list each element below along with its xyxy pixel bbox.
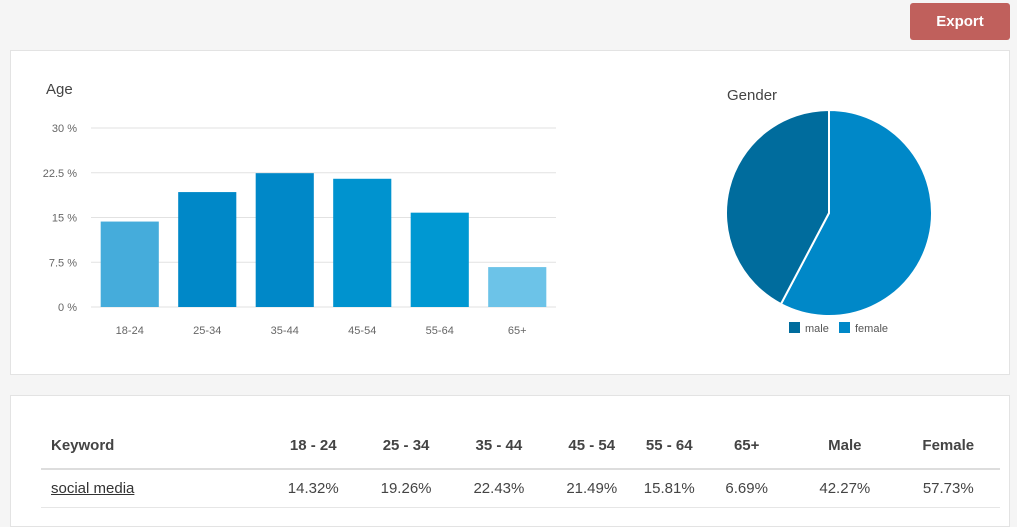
y-tick-label: 0 % — [58, 302, 77, 314]
table-cell-25-34: 19.26% — [359, 469, 453, 508]
bar-55-64[interactable] — [410, 212, 469, 307]
y-tick-label: 22.5 % — [43, 168, 77, 180]
table-cell-65plus: 6.69% — [700, 469, 794, 508]
age-bar-chart: 30 % 22.5 % 15 % 7.5 % 0 % 18-24 25-34 35-44 45-… — [43, 123, 556, 337]
keyword-link[interactable]: social media — [51, 480, 135, 497]
column-header-male[interactable]: Male — [793, 410, 897, 470]
legend-label-female[interactable]: female — [855, 323, 888, 335]
column-header-female[interactable]: Female — [896, 410, 1000, 470]
legend-label-male[interactable]: male — [805, 323, 829, 335]
export-button[interactable]: Export — [910, 3, 1010, 40]
x-tick-label: 25-34 — [193, 325, 221, 337]
table-cell-45-54: 21.49% — [545, 469, 639, 508]
column-header-45-54[interactable]: 45 - 54 — [545, 410, 639, 470]
bar-45-54[interactable] — [333, 178, 392, 307]
age-chart-title: Age — [46, 81, 73, 98]
x-tick-label: 65+ — [508, 325, 527, 337]
keyword-cell: social media — [41, 469, 267, 508]
keyword-table: Keyword 18 - 24 25 - 34 35 - 44 45 - 54 … — [41, 410, 1000, 508]
y-tick-label: 7.5 % — [49, 257, 77, 269]
table-cell-35-44: 22.43% — [452, 469, 546, 508]
y-tick-label: 30 % — [52, 123, 77, 135]
table-cell-55-64: 15.81% — [638, 469, 701, 508]
keyword-table-card: Keyword 18 - 24 25 - 34 35 - 44 45 - 54 … — [10, 395, 1010, 527]
charts-card: Age 30 % 22.5 % 15 % 7.5 % 0 % 18-24 25-34 35-4… — [10, 50, 1010, 375]
column-header-55-64[interactable]: 55 - 64 — [638, 410, 701, 470]
x-tick-label: 35-44 — [271, 325, 299, 337]
table-cell-female: 57.73% — [896, 469, 1000, 508]
x-tick-label: 55-64 — [426, 325, 454, 337]
pie-slice-male[interactable] — [725, 108, 830, 306]
column-header-keyword[interactable]: Keyword — [41, 410, 267, 470]
legend-swatch-male — [789, 322, 800, 333]
legend-swatch-female — [839, 322, 850, 333]
column-header-18-24[interactable]: 18 - 24 — [266, 410, 360, 470]
bar-25-34[interactable] — [178, 192, 237, 307]
x-tick-label: 18-24 — [116, 325, 144, 337]
gender-chart-title: Gender — [727, 87, 778, 104]
x-tick-label: 45-54 — [348, 325, 376, 337]
table-row: social media 14.32% 19.26% 22.43% 21.49%… — [41, 469, 1000, 508]
bar-35-44[interactable] — [255, 173, 314, 307]
table-header-row: Keyword 18 - 24 25 - 34 35 - 44 45 - 54 … — [41, 410, 1000, 470]
column-header-65plus[interactable]: 65+ — [700, 410, 794, 470]
pie-slice-female[interactable] — [779, 108, 933, 317]
bar-18-24[interactable] — [100, 221, 159, 307]
gender-pie-chart: male female — [725, 108, 933, 335]
table-cell-18-24: 14.32% — [266, 469, 360, 508]
column-header-25-34[interactable]: 25 - 34 — [359, 410, 453, 470]
table-cell-male: 42.27% — [793, 469, 897, 508]
bar-65+[interactable] — [488, 267, 547, 307]
y-tick-label: 15 % — [52, 213, 77, 225]
column-header-35-44[interactable]: 35 - 44 — [452, 410, 546, 470]
